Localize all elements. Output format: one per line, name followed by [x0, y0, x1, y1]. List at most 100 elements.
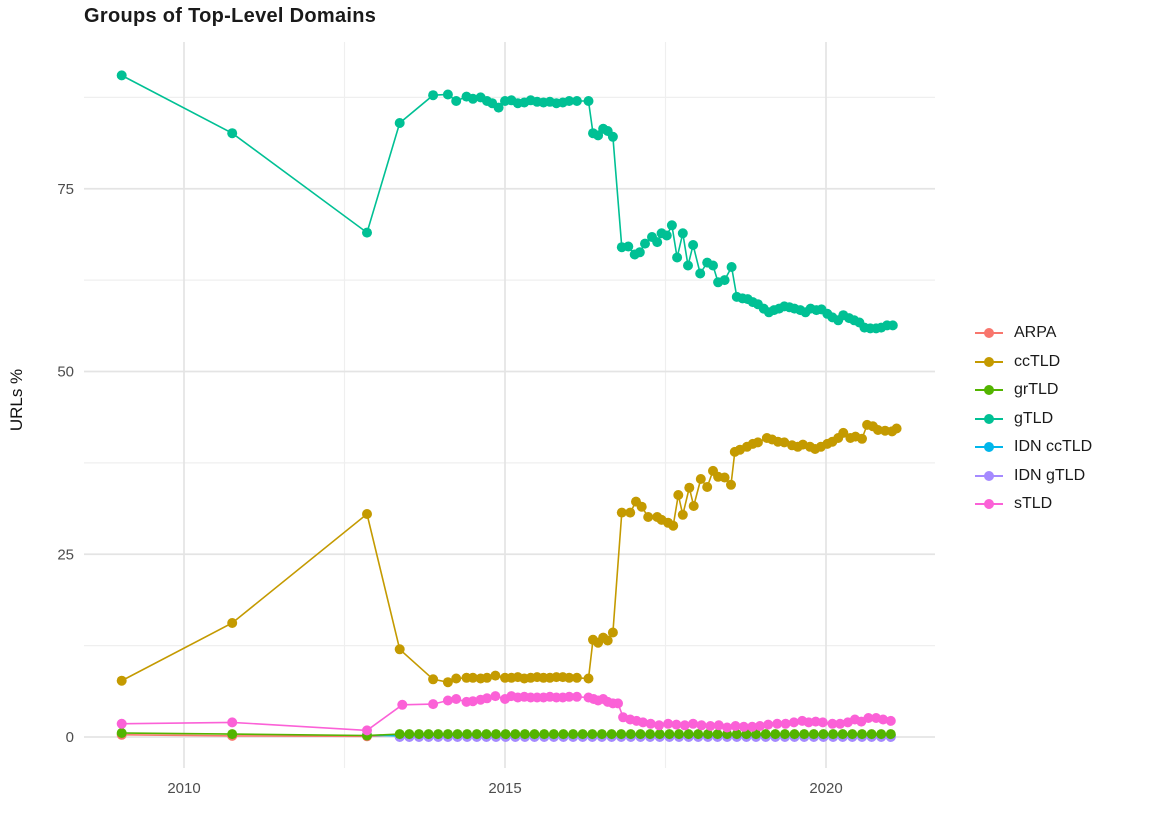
data-point [423, 729, 434, 740]
data-point [442, 729, 453, 740]
data-point [568, 729, 579, 740]
data-point [835, 718, 846, 729]
data-point [116, 675, 127, 686]
data-point [661, 230, 672, 241]
legend-key-dot [984, 385, 994, 396]
data-point [719, 472, 730, 483]
data-point [602, 635, 613, 646]
data-point [752, 437, 763, 448]
data-point [838, 427, 849, 438]
data-point [654, 729, 665, 740]
legend-label: sTLD [1014, 495, 1053, 513]
data-point [645, 729, 656, 740]
data-point [397, 699, 408, 710]
y-axis-title: URLs % [7, 369, 26, 431]
legend-key-dot [984, 356, 994, 367]
data-point [558, 729, 569, 740]
legend: ARPA ccTLD grTLD gTLD IDN ccTLD IDN gTLD sTLD [974, 319, 1092, 519]
x-tick-label: 2010 [167, 780, 200, 797]
data-point [779, 437, 790, 448]
legend-item-idn-gtld: IDN gTLD [974, 462, 1092, 491]
data-point [493, 102, 504, 113]
data-point [672, 252, 683, 263]
data-point [519, 729, 530, 740]
data-point [885, 729, 896, 740]
data-point [780, 718, 791, 729]
data-point [705, 721, 716, 731]
data-point [779, 729, 790, 740]
data-point [583, 673, 594, 684]
data-point [719, 275, 730, 286]
data-point [683, 260, 693, 271]
data-point [433, 729, 444, 740]
data-point [683, 729, 694, 740]
data-point [613, 698, 623, 709]
data-point [491, 729, 501, 740]
data-point [428, 674, 439, 685]
data-point [442, 89, 453, 100]
data-point [467, 93, 478, 104]
data-point [606, 729, 617, 740]
data-point [666, 220, 677, 231]
data-point [564, 96, 575, 106]
data-point [887, 320, 898, 331]
legend-label: gTLD [1014, 409, 1054, 427]
data-point [866, 729, 877, 740]
data-point [738, 721, 749, 732]
data-point [808, 729, 819, 740]
data-point [847, 729, 858, 740]
data-point [548, 729, 559, 740]
data-point [638, 717, 648, 728]
data-point [362, 725, 372, 736]
data-point [625, 507, 636, 518]
data-point [451, 673, 462, 684]
data-point [693, 729, 704, 740]
data-point [818, 729, 829, 740]
y-tick-label: 25 [57, 546, 74, 563]
data-point [442, 695, 453, 706]
data-point [490, 670, 501, 681]
data-point [828, 729, 839, 740]
data-point [428, 90, 439, 101]
data-point [772, 718, 783, 729]
data-point [885, 715, 896, 726]
data-point [227, 729, 238, 740]
data-point [227, 618, 238, 628]
data-point [471, 729, 482, 740]
data-point [467, 672, 478, 683]
data-point [414, 729, 424, 740]
data-point [442, 677, 453, 688]
legend-item-arpa: ARPA [974, 319, 1092, 348]
data-point [625, 729, 636, 740]
data-point [394, 644, 405, 655]
data-point [571, 691, 582, 702]
data-point [891, 423, 902, 434]
legend-key-dot [984, 499, 994, 510]
data-point [539, 729, 550, 740]
data-point [451, 96, 462, 106]
data-point [462, 729, 473, 740]
data-point [731, 729, 742, 740]
data-point [760, 729, 771, 740]
data-point [684, 482, 695, 493]
data-point [688, 501, 699, 511]
legend-key-icon [975, 499, 1003, 510]
axis-labels: 0 25 50 75 2010 2015 2020 [57, 181, 842, 797]
data-point [482, 672, 492, 683]
data-point [616, 507, 627, 518]
legend-key-icon [975, 470, 1003, 481]
legend-key-icon [975, 356, 1003, 367]
data-point [788, 717, 799, 728]
legend-label: IDN ccTLD [1014, 438, 1093, 456]
legend-item-idn-cctld: IDN ccTLD [974, 433, 1092, 462]
data-point [583, 96, 594, 106]
data-point [616, 729, 627, 740]
data-point [452, 729, 463, 740]
data-point [695, 268, 706, 279]
data-point [645, 718, 656, 729]
data-point [679, 720, 690, 731]
data-point [564, 672, 575, 683]
data-point [596, 729, 607, 740]
legend-key-icon [975, 413, 1003, 424]
